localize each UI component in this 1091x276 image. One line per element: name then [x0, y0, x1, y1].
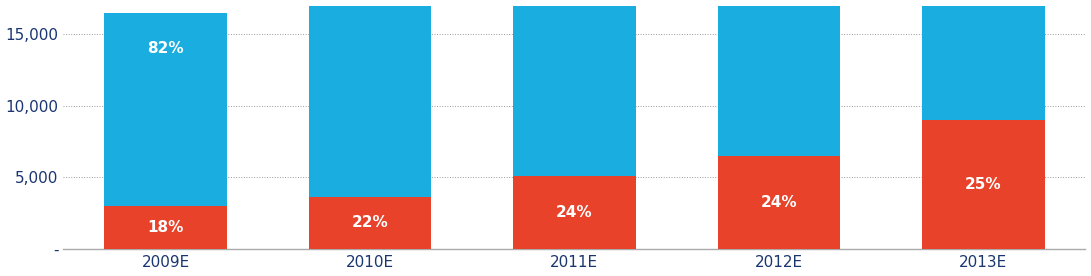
Bar: [513, 0, 636, 176]
Text: 25%: 25%: [964, 177, 1002, 192]
Bar: [718, 0, 840, 156]
Bar: [309, 197, 431, 248]
Bar: [718, 156, 840, 248]
Text: 22%: 22%: [351, 215, 388, 230]
Bar: [105, 206, 227, 248]
Bar: [105, 13, 227, 206]
Text: 82%: 82%: [147, 41, 184, 56]
Bar: [922, 120, 1044, 248]
Bar: [922, 0, 1044, 120]
Bar: [309, 0, 431, 197]
Text: 24%: 24%: [556, 205, 592, 220]
Bar: [513, 176, 636, 248]
Text: 18%: 18%: [147, 220, 183, 235]
Text: 24%: 24%: [760, 195, 798, 210]
